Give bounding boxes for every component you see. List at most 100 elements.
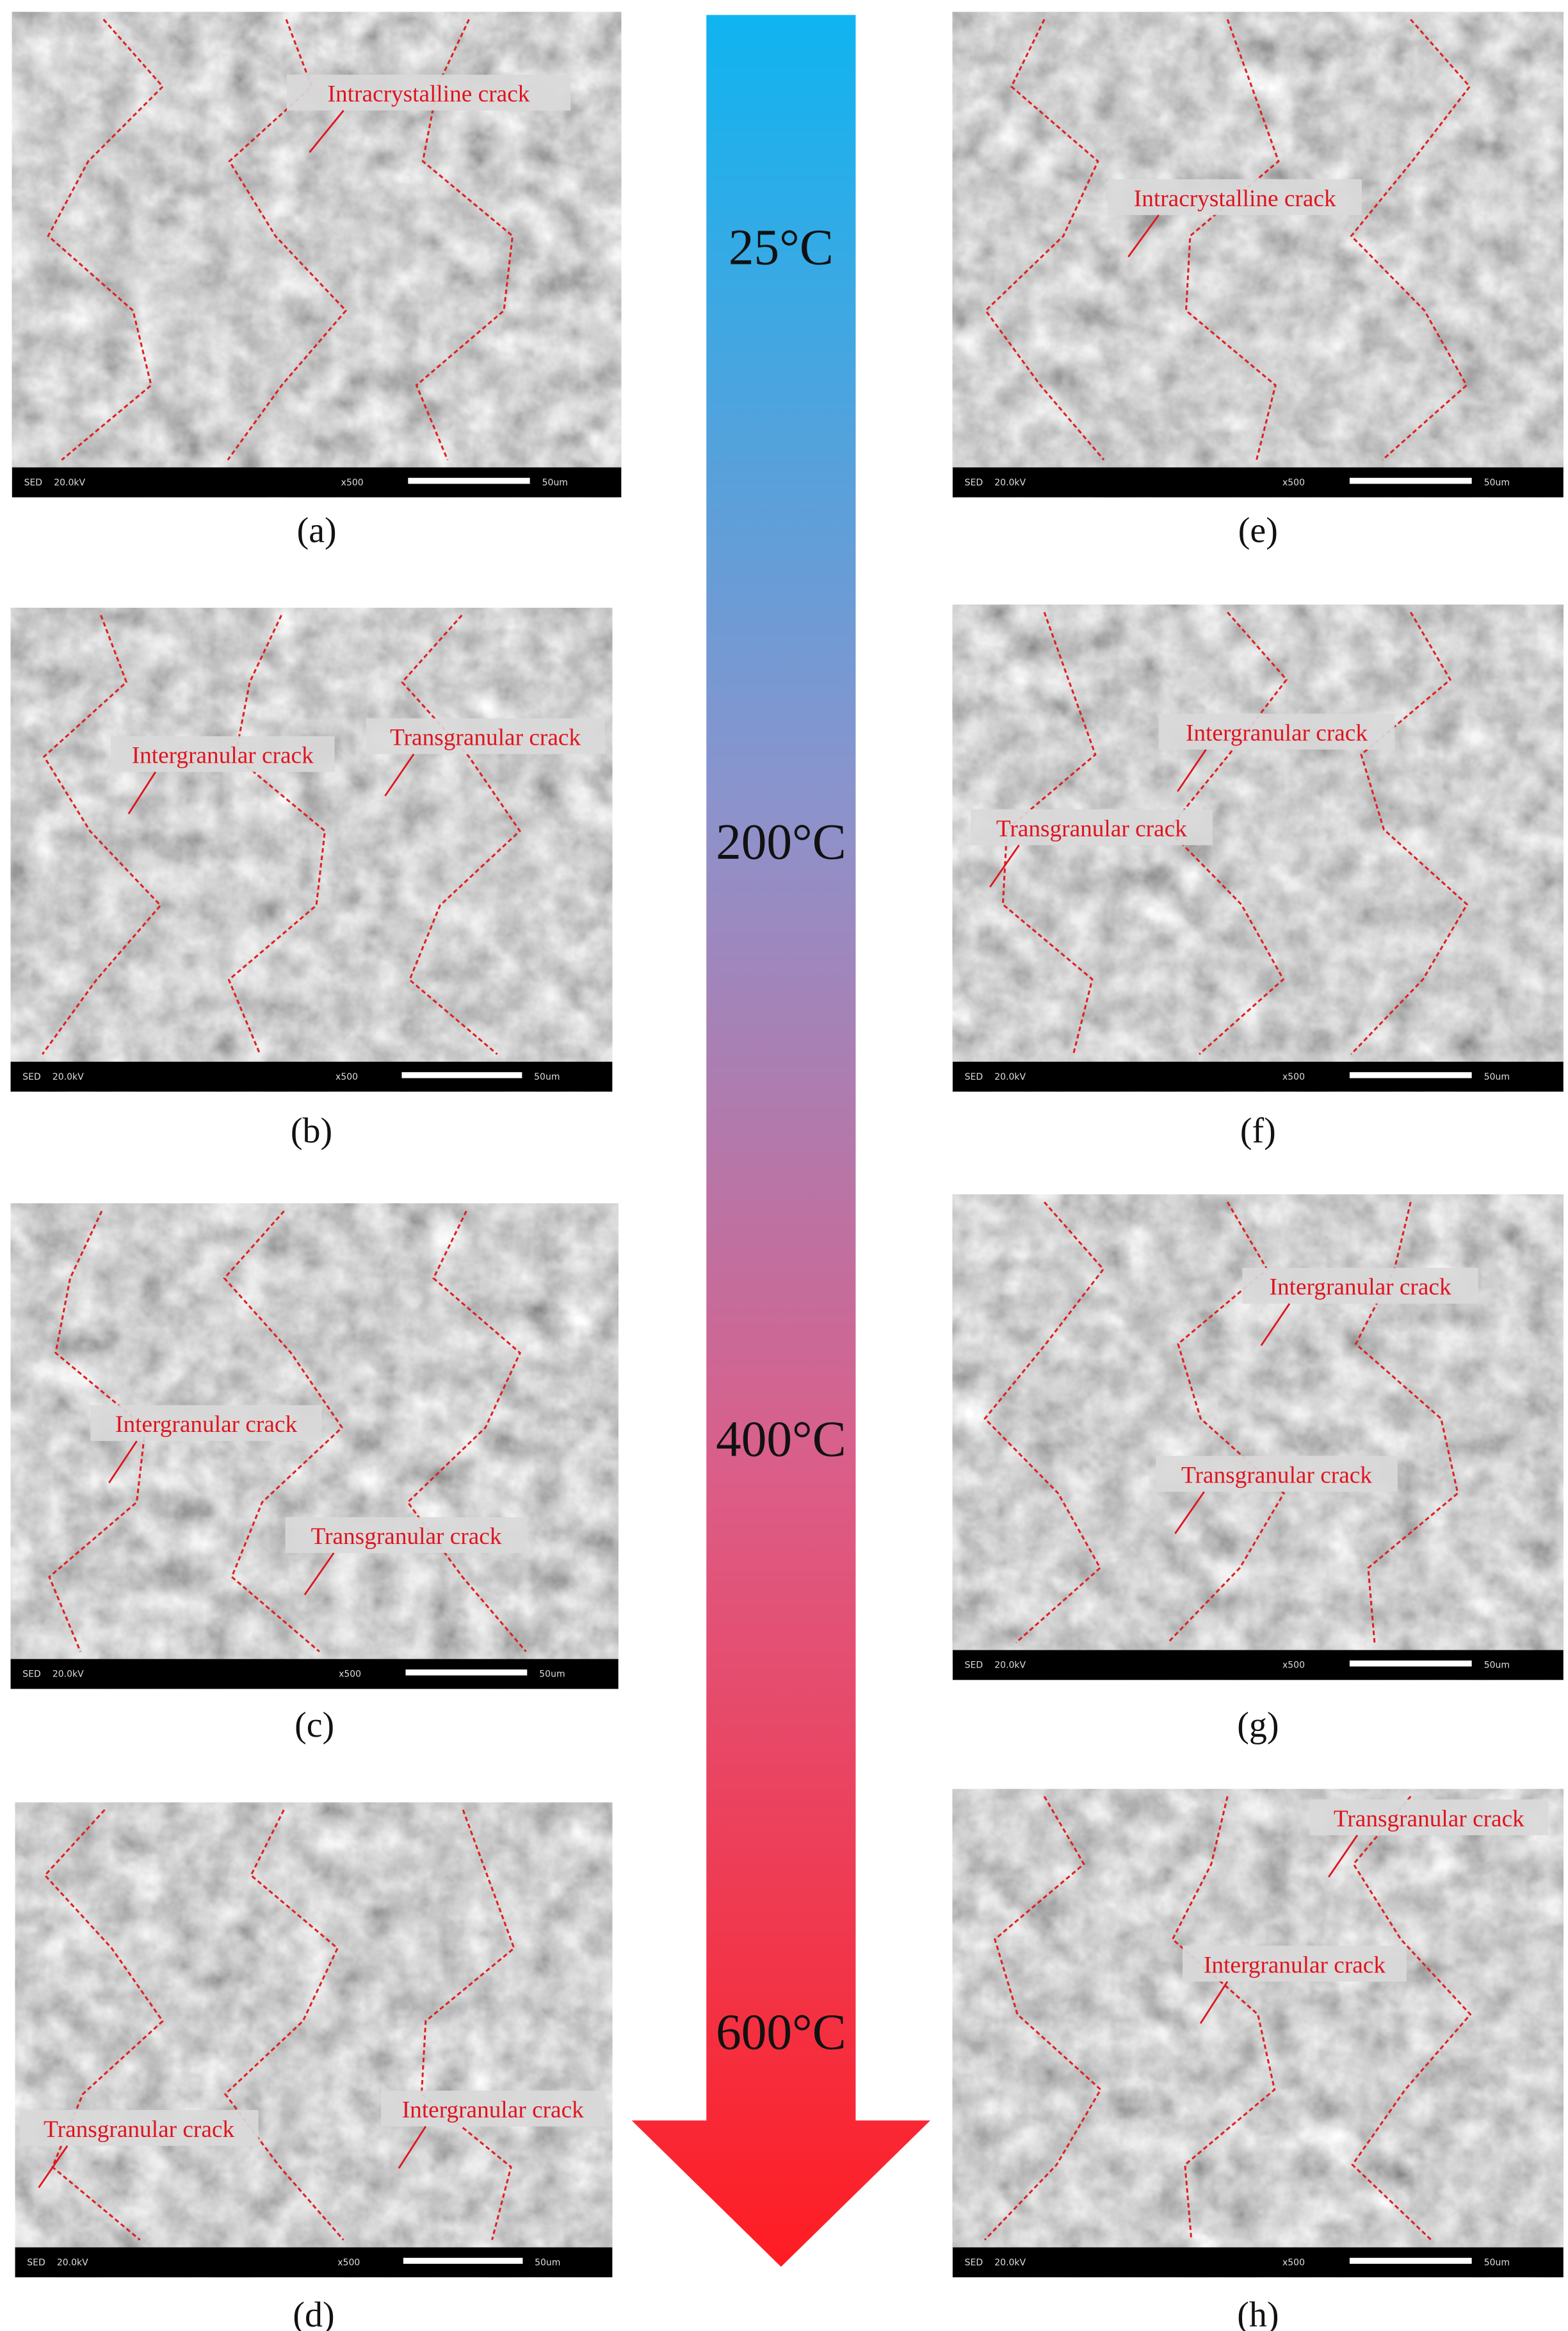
crack-trace [42,615,162,1055]
annotation-box [970,809,1213,845]
sem-scale: 50um [535,2257,560,2268]
annotation-box [1242,1267,1478,1304]
panel-label: (b) [291,1111,332,1151]
sem-panel: SED 20.0kV x500 50um Intergranular crack Tran… [10,1203,618,1689]
annotation-leader [1128,214,1160,257]
temperature-label: 25°C [729,220,834,276]
panel-label: (c) [295,1705,334,1745]
annotation-leader [38,2145,69,2188]
sem-voltage: 20.0kV [53,1072,84,1082]
sem-voltage: 20.0kV [994,1661,1026,1671]
sem-voltage: 20.0kV [57,2257,88,2268]
sem-panel: SED 20.0kV x500 50um Intergranular crack Tran… [952,605,1564,1092]
sem-detector: SED [24,478,42,488]
annotation-text: Transgranular crack [1181,1463,1372,1489]
crack-trace [1171,1796,1276,2240]
sem-scale: 50um [539,1669,565,1680]
sem-panel: SED 20.0kV x500 50um Intracrystalline crack [952,12,1564,498]
sem-scale: 50um [1484,478,1510,488]
annotation-box [19,2109,259,2146]
temperature-arrow [631,15,931,2267]
sem-scale-bar [1349,1661,1472,1667]
sem-image [952,1789,1564,2278]
crack-trace [420,1809,515,2241]
sem-scale: 50um [534,1072,560,1082]
annotation-text: Intergranular crack [1204,1952,1386,1978]
crack-trace [47,19,165,461]
annotation-text: Transgranular crack [1334,1806,1524,1832]
annotation-box [110,736,335,772]
sem-scale-bar [1349,2257,1472,2264]
sem-scale: 50um [1484,1661,1510,1671]
annotation-text: Transgranular crack [996,816,1187,842]
panel-label: (f) [1240,1111,1276,1151]
annotation-leader [1174,1491,1205,1534]
sem-scale: 50um [1484,1072,1510,1082]
annotation-leader [1177,749,1207,792]
sem-detector: SED [22,1669,40,1680]
panel-label: (d) [293,2295,334,2331]
sem-voltage: 20.0kV [994,2257,1026,2268]
sem-scale-bar [403,2257,523,2264]
sem-magnification: x500 [1282,1661,1305,1671]
sem-image [15,1802,613,2278]
sem-detector: SED [965,1072,983,1082]
annotation-box [90,1405,322,1442]
crack-trace [1350,19,1471,461]
crack-trace [1184,19,1280,460]
annotation-leader [127,771,156,815]
annotation-leader [303,1552,335,1596]
sem-magnification: x500 [1282,478,1305,488]
annotation-leader [989,845,1020,888]
sem-scale-bar [1349,478,1472,484]
sem-panel: SED 20.0kV x500 50um Transgranular crack Inte… [15,1802,613,2278]
sem-magnification: x500 [335,1072,358,1082]
crack-trace [983,1796,1103,2241]
sem-magnification: x500 [341,478,364,488]
annotation-leader [309,110,344,153]
annotation-leader [108,1440,138,1484]
crack-trace [984,19,1105,461]
annotation-box [366,718,605,754]
sem-magnification: x500 [339,1669,361,1680]
sem-voltage: 20.0kV [54,478,85,488]
panel-label: (h) [1237,2295,1279,2331]
sem-magnification: x500 [1282,2257,1305,2268]
annotation-leader [1199,1981,1229,2024]
crack-trace [1350,612,1469,1055]
annotation-leader [1328,1835,1359,1878]
sem-panel: SED 20.0kV x500 50um Transgranular crack Inte… [952,1789,1564,2278]
annotation-text: Transgranular crack [44,2116,234,2143]
annotation-text: Intracrystalline crack [328,81,530,108]
crack-trace [48,1210,147,1652]
panel-label: (e) [1238,510,1278,550]
sem-footer-bar [10,1659,618,1689]
sem-image [952,12,1564,498]
crack-trace [223,1210,344,1653]
annotation-leader [384,753,415,797]
crack-trace [401,614,521,1055]
sem-scale-bar [405,1669,528,1676]
annotation-text: Intracrystalline crack [1134,186,1336,212]
sem-voltage: 20.0kV [53,1669,84,1680]
sem-image [10,1203,618,1689]
annotation-box [380,2090,605,2127]
annotation-text: Intergranular crack [1186,720,1368,747]
sem-detector: SED [965,1661,983,1671]
temperature-label: 600°C [716,2004,846,2060]
crack-trace [983,1201,1105,1644]
crack-trace [415,19,514,460]
sem-voltage: 20.0kV [994,1072,1026,1082]
crack-trace [223,1809,344,2241]
annotation-box [1183,1945,1407,1982]
sem-magnification: x500 [337,2257,360,2268]
sem-scale: 50um [1484,2257,1510,2268]
sem-scale-bar [401,1072,522,1078]
annotation-box [1156,1456,1398,1492]
annotation-box [1158,713,1395,750]
sem-panel: SED 20.0kV x500 50um Intracrystalline crack [12,12,622,498]
crack-trace [1001,612,1097,1055]
annotation-box [1108,179,1362,215]
sem-panel: SED 20.0kV x500 50um Intergranular crack Tran… [952,1194,1564,1680]
sem-scale: 50um [542,478,568,488]
